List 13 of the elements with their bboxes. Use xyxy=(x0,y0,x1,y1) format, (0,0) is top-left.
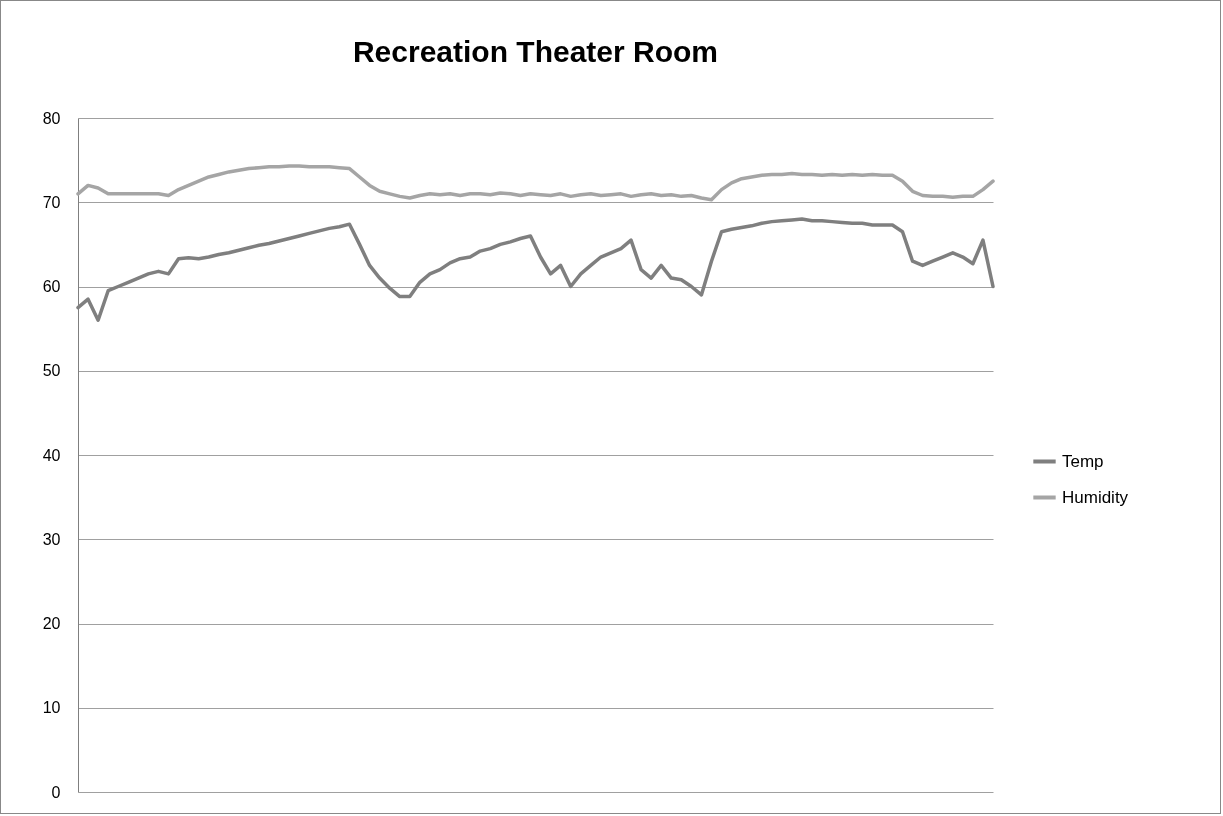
legend-label: Humidity xyxy=(1062,487,1129,507)
chart-title: Recreation Theater Room xyxy=(352,35,719,68)
legend-label: Temp xyxy=(1062,451,1104,471)
y-tick-label: 10 xyxy=(42,699,61,717)
y-tick-label: 50 xyxy=(42,362,61,380)
y-tick-label: 0 xyxy=(51,783,61,801)
y-tick-label: 20 xyxy=(42,615,61,632)
y-tick-label: 80 xyxy=(42,109,61,127)
y-tick-label: 40 xyxy=(42,446,61,464)
line-series xyxy=(76,164,995,202)
y-tick-label: 70 xyxy=(42,193,61,211)
y-tick-label: 30 xyxy=(42,530,61,548)
y-tick-label: 60 xyxy=(42,278,61,295)
